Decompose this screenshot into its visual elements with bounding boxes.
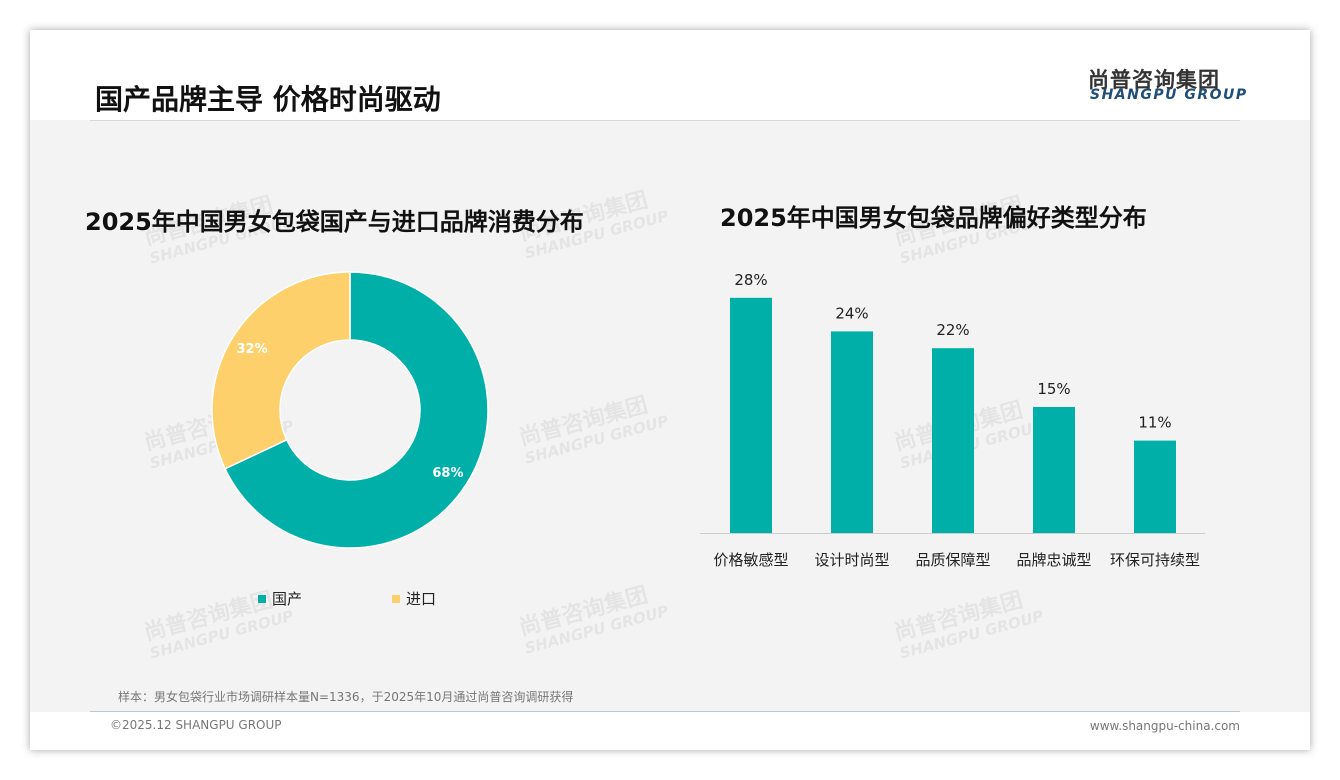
x-tick-label: 价格敏感型 — [713, 551, 788, 569]
bar-data-label: 22% — [936, 321, 969, 339]
legend-label: 进口 — [406, 590, 437, 608]
sample-note: 样本：男女包袋行业市场调研样本量N=1336，于2025年10月通过尚普咨询调研… — [118, 690, 574, 704]
donut-slice-0 — [224, 271, 489, 549]
legend-item-import: 进口 — [392, 588, 436, 609]
footer — [30, 712, 1310, 750]
legend-swatch — [258, 594, 266, 603]
bar-data-label: 15% — [1037, 380, 1070, 398]
donut-data-label: 68% — [432, 466, 463, 481]
bar-4 — [1134, 440, 1176, 533]
bar-data-label: 24% — [835, 304, 868, 322]
bar-0 — [730, 297, 772, 533]
donut-slice-1 — [211, 271, 351, 470]
copyright: ©2025.12 SHANGPU GROUP — [110, 718, 282, 732]
page-title: 国产品牌主导 价格时尚驱动 — [95, 83, 441, 116]
logo-text-cn: 尚普咨询集团 — [1088, 68, 1220, 92]
bar-3 — [1033, 407, 1075, 533]
x-tick-label: 品牌忠诚型 — [1016, 551, 1091, 569]
legend-label: 国产 — [272, 590, 303, 608]
footer-divider — [90, 711, 1240, 712]
bar-chart-title: 2025年中国男女包袋品牌偏好类型分布 — [720, 204, 1147, 232]
charts-canvas: 68% 32% 28% 价格敏感型 24% 设计时尚型 22% 品质保障型 15% 品牌忠诚型 11… — [211, 271, 1205, 569]
x-tick-label: 环保可持续型 — [1110, 551, 1200, 569]
x-tick-label: 品质保障型 — [915, 551, 990, 569]
slide: 国产品牌主导 价格时尚驱动 尚普咨询集团 SHANGPU GROUP 尚普咨询集… — [30, 30, 1310, 750]
legend-item-domestic: 国产 — [258, 588, 302, 609]
website-link[interactable]: www.shangpu-china.com — [1089, 719, 1240, 733]
bar-1 — [831, 331, 873, 533]
bar-data-label: 11% — [1138, 414, 1171, 432]
bar-2 — [932, 348, 974, 533]
header-divider — [90, 120, 1240, 121]
donut-chart-title: 2025年中国男女包袋国产与进口品牌消费分布 — [85, 208, 584, 236]
logo-text-en: SHANGPU GROUP — [1090, 87, 1248, 103]
legend-swatch — [392, 594, 400, 603]
bar-data-label: 28% — [734, 271, 767, 289]
donut-data-label: 32% — [236, 342, 267, 357]
x-tick-label: 设计时尚型 — [814, 551, 889, 569]
header — [30, 30, 1310, 120]
